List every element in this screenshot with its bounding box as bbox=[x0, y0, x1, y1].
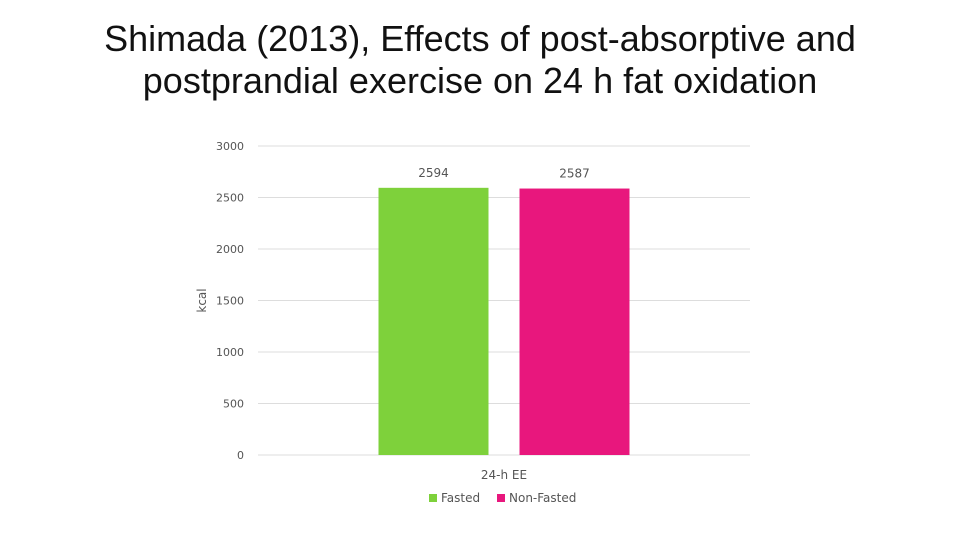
legend-swatch-non-fasted bbox=[497, 494, 505, 502]
legend-swatch-fasted bbox=[429, 494, 437, 502]
y-tick-label-2500: 2500 bbox=[216, 192, 244, 205]
y-tick-label-1500: 1500 bbox=[216, 295, 244, 308]
title-line-1: Shimada (2013), Effects of post-absorpti… bbox=[104, 18, 856, 59]
y-tick-label-0: 0 bbox=[237, 449, 244, 462]
legend-label-fasted: Fasted bbox=[441, 491, 480, 505]
legend-label-non-fasted: Non-Fasted bbox=[509, 491, 576, 505]
y-tick-label-1000: 1000 bbox=[216, 346, 244, 359]
title-line-2: postprandial exercise on 24 h fat oxidat… bbox=[142, 60, 818, 101]
x-category-label: 24-h EE bbox=[481, 468, 527, 482]
y-tick-label-3000: 3000 bbox=[216, 140, 244, 153]
y-tick-label-2000: 2000 bbox=[216, 243, 244, 256]
bar-non-fasted bbox=[519, 188, 630, 455]
slide-title: Shimada (2013), Effects of post-absorpti… bbox=[0, 18, 960, 102]
data-label-fasted: 2594 bbox=[418, 166, 449, 180]
data-label-non-fasted: 2587 bbox=[559, 167, 590, 181]
y-axis-label: kcal bbox=[195, 288, 209, 312]
y-tick-label-500: 500 bbox=[223, 398, 244, 411]
bar-fasted bbox=[378, 187, 489, 455]
